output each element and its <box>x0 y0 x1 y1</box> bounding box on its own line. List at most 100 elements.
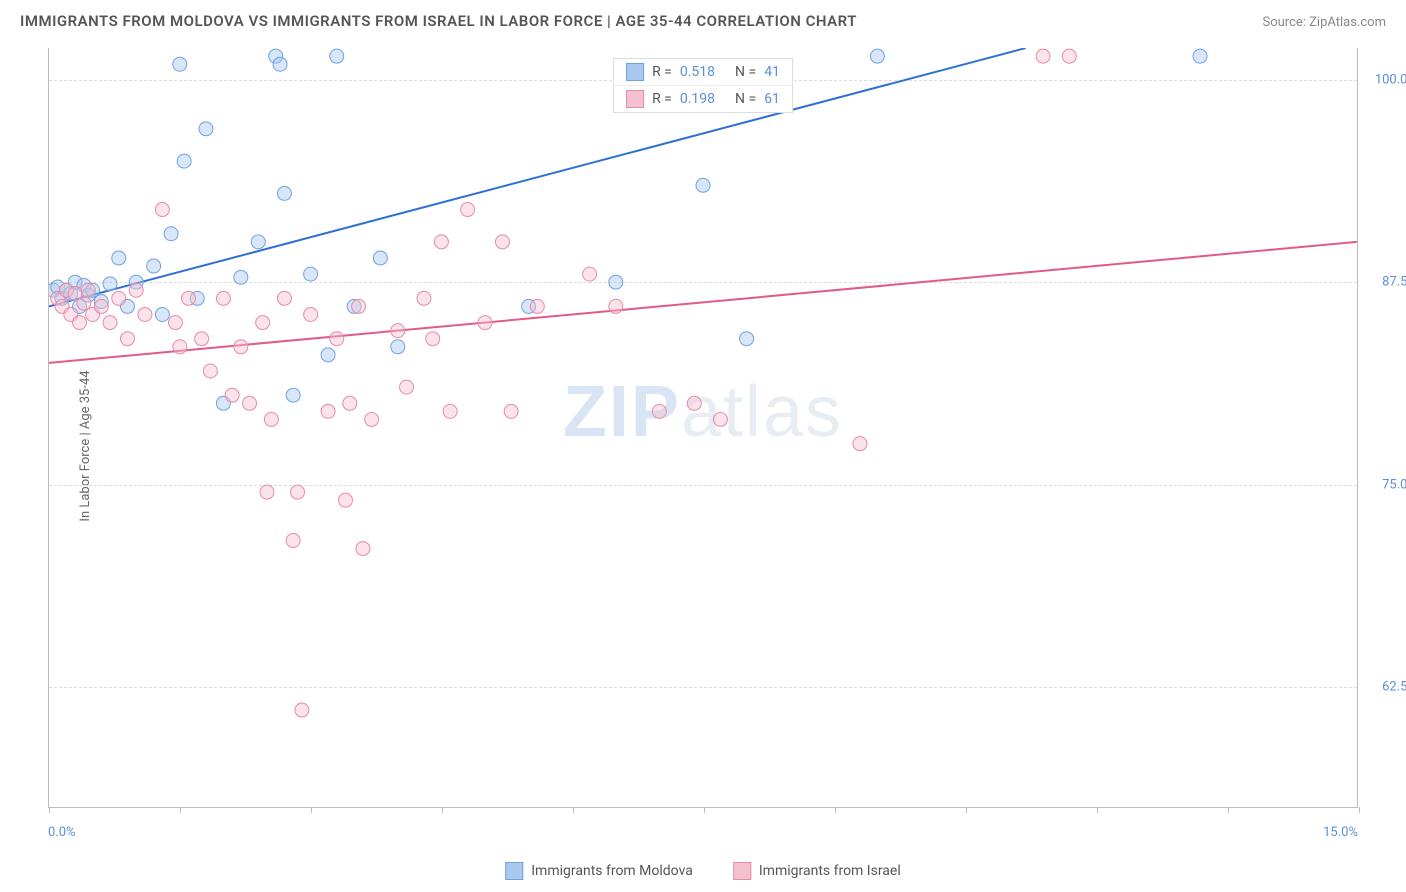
data-point <box>495 235 509 249</box>
data-point <box>173 340 187 354</box>
data-point <box>504 404 518 418</box>
data-point <box>94 299 108 313</box>
legend-n-value: 61 <box>764 91 780 107</box>
data-point <box>391 324 405 338</box>
data-point <box>583 267 597 281</box>
x-tick <box>180 807 181 813</box>
data-point <box>103 277 117 291</box>
data-point <box>256 316 270 330</box>
data-point <box>286 534 300 548</box>
chart-title: IMMIGRANTS FROM MOLDOVA VS IMMIGRANTS FR… <box>20 12 857 30</box>
legend-swatch <box>626 63 644 81</box>
data-point <box>129 283 143 297</box>
data-point <box>234 270 248 284</box>
legend-r-value: 0.198 <box>680 91 715 107</box>
legend-series-item: Immigrants from Israel <box>733 862 901 880</box>
data-point <box>216 291 230 305</box>
data-point <box>147 259 161 273</box>
data-point <box>182 291 196 305</box>
data-point <box>225 388 239 402</box>
data-point <box>177 154 191 168</box>
data-point <box>365 412 379 426</box>
data-point <box>478 316 492 330</box>
x-tick <box>835 807 836 813</box>
legend-n-label: N = <box>735 64 756 80</box>
y-tick-label: 87.5% <box>1382 275 1406 290</box>
data-point <box>696 178 710 192</box>
legend-swatch <box>505 862 523 880</box>
y-tick-label: 75.0% <box>1382 477 1406 492</box>
series-legend: Immigrants from Moldova Immigrants from I… <box>505 862 901 880</box>
data-point <box>530 299 544 313</box>
data-point <box>291 485 305 499</box>
legend-swatch <box>626 90 644 108</box>
data-point <box>155 307 169 321</box>
data-point <box>138 307 152 321</box>
x-tick <box>1359 807 1360 813</box>
legend-swatch <box>733 862 751 880</box>
data-point <box>330 49 344 63</box>
data-point <box>199 122 213 136</box>
data-point <box>277 186 291 200</box>
data-point <box>195 332 209 346</box>
data-point <box>443 404 457 418</box>
data-point <box>417 291 431 305</box>
data-point <box>277 291 291 305</box>
legend-series-item: Immigrants from Moldova <box>505 862 693 880</box>
x-tick <box>573 807 574 813</box>
data-point <box>73 316 87 330</box>
data-point <box>391 340 405 354</box>
data-point <box>687 396 701 410</box>
data-point <box>260 485 274 499</box>
data-point <box>461 203 475 217</box>
legend-row: R =0.518N =41 <box>614 59 792 85</box>
legend-series-label: Immigrants from Israel <box>759 863 901 879</box>
data-point <box>304 267 318 281</box>
scatter-svg <box>49 48 1357 807</box>
data-point <box>203 364 217 378</box>
data-point <box>609 275 623 289</box>
legend-n-value: 41 <box>764 64 780 80</box>
y-tick-label: 100.0% <box>1375 73 1406 88</box>
data-point <box>112 251 126 265</box>
x-tick <box>311 807 312 813</box>
trend-line <box>49 48 1026 306</box>
data-point <box>652 404 666 418</box>
legend-r-value: 0.518 <box>680 64 715 80</box>
data-point <box>173 57 187 71</box>
data-point <box>870 49 884 63</box>
data-point <box>103 316 117 330</box>
data-point <box>234 340 248 354</box>
x-axis-min-label: 0.0% <box>48 825 76 840</box>
data-point <box>356 542 370 556</box>
data-point <box>343 396 357 410</box>
x-tick <box>1228 807 1229 813</box>
chart-plot-area: ZIPatlas R =0.518N =41R =0.198N =61 62.5… <box>48 48 1358 808</box>
data-point <box>168 316 182 330</box>
data-point <box>264 412 278 426</box>
data-point <box>164 227 178 241</box>
x-axis-max-label: 15.0% <box>1323 825 1358 840</box>
data-point <box>286 388 300 402</box>
data-point <box>338 493 352 507</box>
data-point <box>251 235 265 249</box>
legend-r-label: R = <box>652 91 672 107</box>
data-point <box>740 332 754 346</box>
x-tick <box>966 807 967 813</box>
data-point <box>434 235 448 249</box>
data-point <box>400 380 414 394</box>
legend-series-label: Immigrants from Moldova <box>531 863 693 879</box>
source-label: Source: ZipAtlas.com <box>1262 15 1386 30</box>
correlation-legend: R =0.518N =41R =0.198N =61 <box>613 58 793 113</box>
data-point <box>1062 49 1076 63</box>
data-point <box>295 703 309 717</box>
data-point <box>352 299 366 313</box>
data-point <box>853 437 867 451</box>
data-point <box>426 332 440 346</box>
data-point <box>120 332 134 346</box>
x-tick <box>704 807 705 813</box>
x-tick <box>49 807 50 813</box>
data-point <box>155 203 169 217</box>
data-point <box>1193 49 1207 63</box>
data-point <box>112 291 126 305</box>
